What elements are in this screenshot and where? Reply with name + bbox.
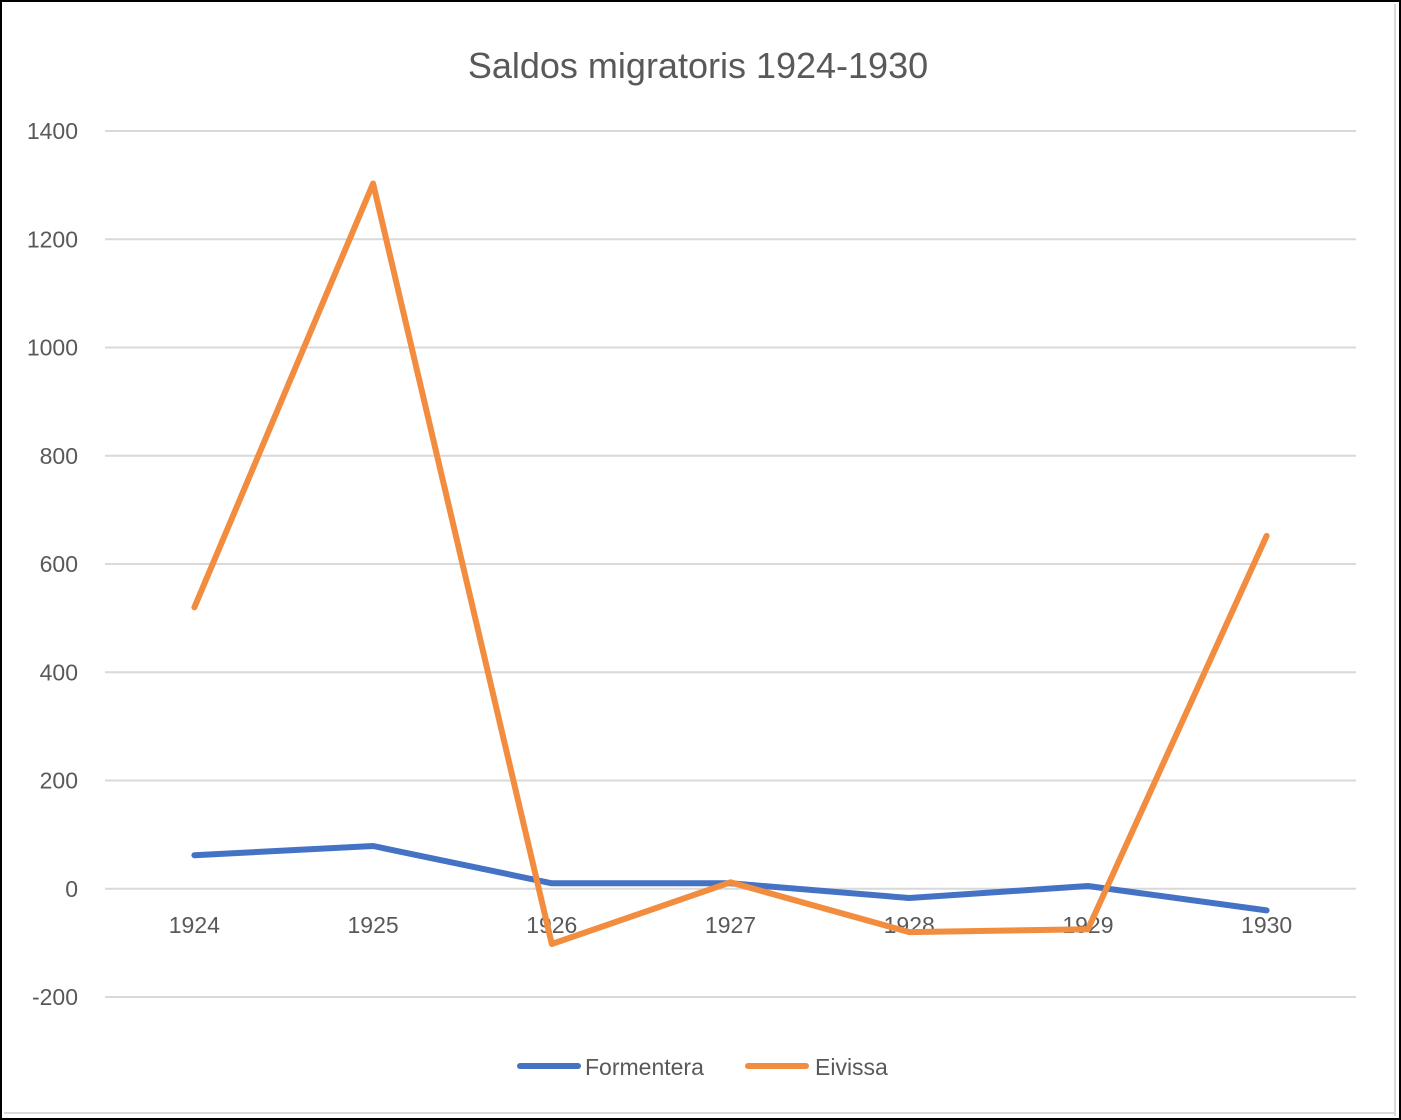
y-tick-label: 1200	[27, 226, 78, 252]
frame-shadow-bottom	[4, 1112, 1396, 1114]
legend-label-formentera: Formentera	[585, 1054, 704, 1080]
x-tick-label: 1930	[1241, 912, 1292, 938]
y-tick-label: -200	[32, 984, 78, 1010]
y-tick-label: 200	[40, 768, 78, 794]
y-axis-tick-labels: 1400 1200 1000 800 600 400 200 0 -200	[27, 118, 78, 1010]
x-tick-label: 1927	[705, 912, 756, 938]
series-line-formentera	[191, 843, 1270, 914]
legend-label-eivissa: Eivissa	[815, 1054, 888, 1080]
y-tick-label: 1400	[27, 118, 78, 144]
frame-shadow-right	[1394, 4, 1396, 1116]
series-lines	[191, 180, 1270, 947]
x-axis-tick-labels: 1924 1925 1926 1927 1928 1929 1930	[169, 912, 1292, 938]
x-tick-label: 1925	[347, 912, 398, 938]
y-tick-label: 400	[40, 659, 78, 685]
y-tick-label: 1000	[27, 335, 78, 361]
x-tick-label: 1924	[169, 912, 220, 938]
gridlines	[105, 130, 1356, 998]
y-tick-label: 800	[40, 443, 78, 469]
y-tick-label: 0	[65, 876, 78, 902]
legend: Formentera Eivissa	[517, 1054, 888, 1080]
y-tick-label: 600	[40, 551, 78, 577]
series-line-eivissa	[191, 180, 1270, 947]
chart-title: Saldos migratoris 1924-1930	[468, 45, 928, 86]
